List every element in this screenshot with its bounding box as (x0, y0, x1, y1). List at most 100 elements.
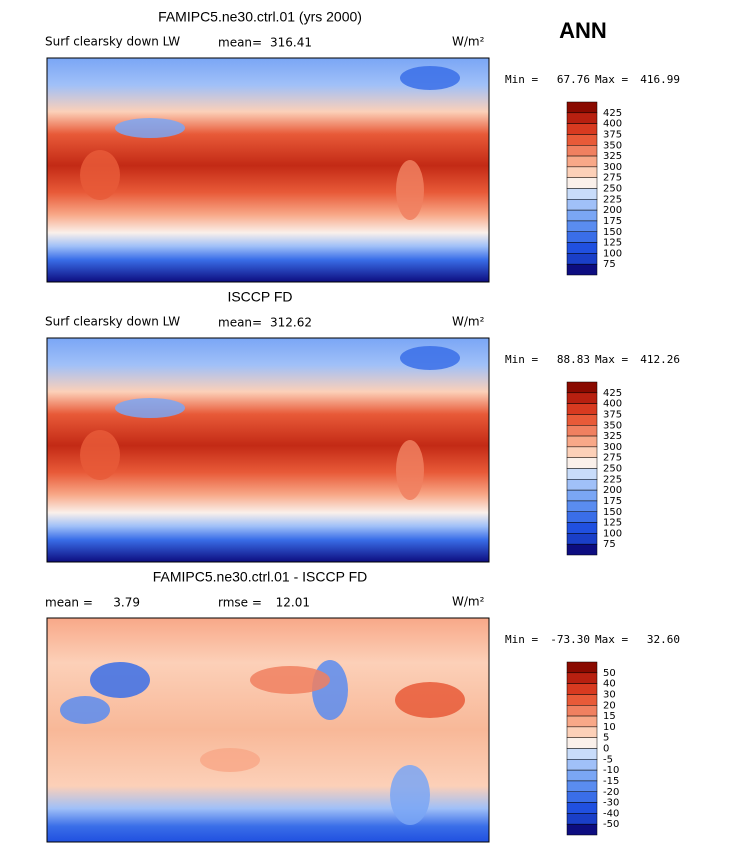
map-feature (115, 398, 185, 418)
max-value: 416.99 (640, 73, 680, 86)
colorbar-label: 75 (603, 259, 616, 270)
colorbar-label: 225 (603, 194, 622, 205)
colorbar-box (566, 705, 598, 717)
max-label: Max = (595, 73, 628, 86)
stat-label: rmse = (218, 596, 262, 610)
map (46, 617, 490, 843)
map-feature (250, 666, 330, 694)
season: ANN (559, 18, 607, 43)
colorbar-box (566, 446, 598, 458)
colorbar-box (566, 672, 598, 684)
stat-label: mean= (218, 316, 262, 330)
units: W/m² (452, 315, 485, 329)
colorbar-box (566, 769, 598, 782)
colorbar-box (566, 112, 598, 124)
colorbar-box (566, 220, 598, 232)
colorbar-label: -20 (603, 787, 619, 798)
units: W/m² (452, 595, 485, 609)
colorbar-label: 350 (603, 140, 622, 151)
max-value: 412.26 (640, 353, 680, 366)
colorbar-label: -15 (603, 776, 619, 787)
map-feature (396, 440, 424, 500)
colorbar-box (566, 101, 598, 114)
stat-value: 12.01 (276, 596, 310, 610)
colorbar-box (566, 694, 598, 706)
colorbar-box (566, 500, 598, 512)
min-value: -73.30 (550, 633, 590, 646)
colorbar-box (566, 802, 598, 814)
colorbar-label: 325 (603, 151, 622, 162)
colorbar-box (566, 737, 598, 749)
colorbar-label: 425 (603, 108, 622, 119)
colorbar-label: 100 (603, 528, 622, 539)
colorbar-box (566, 522, 598, 534)
map-feature (390, 765, 430, 825)
colorbar-box (566, 479, 598, 491)
colorbar-box (566, 123, 598, 135)
colorbar-label: 20 (603, 700, 616, 711)
min-label: Min = (505, 73, 538, 86)
colorbar-box (566, 166, 598, 178)
colorbar-label: 375 (603, 409, 622, 420)
colorbar-box (566, 715, 598, 728)
colorbar-box (566, 209, 598, 222)
colorbar-box (566, 511, 598, 523)
colorbar-label: -30 (603, 798, 619, 809)
max-value: 32.60 (647, 633, 680, 646)
colorbar-label: 150 (603, 227, 622, 238)
colorbar-label: -5 (603, 754, 613, 765)
panel-title: FAMIPC5.ne30.ctrl.01 - ISCCP FD (153, 569, 367, 585)
colorbar-box (566, 489, 598, 502)
map-feature (80, 430, 120, 480)
colorbar-box (566, 381, 598, 394)
colorbar-box (566, 791, 598, 803)
colorbar-label: 200 (603, 205, 622, 216)
colorbar-label: 100 (603, 248, 622, 259)
colorbar-box (566, 155, 598, 168)
colorbar-label: 175 (603, 216, 622, 227)
colorbar-box (566, 253, 598, 265)
colorbar-box (566, 231, 598, 243)
colorbar-label: 400 (603, 399, 622, 410)
stat-value: 3.79 (113, 596, 140, 610)
map-feature (396, 160, 424, 220)
colorbar-box (566, 813, 598, 825)
stat-value: 316.41 (270, 36, 312, 50)
colorbar-label: 15 (603, 711, 616, 722)
max-label: Max = (595, 353, 628, 366)
colorbar-box (566, 457, 598, 469)
colorbar-label: 350 (603, 420, 622, 431)
map-feature (200, 748, 260, 772)
colorbar-label: 5 (603, 733, 609, 744)
colorbar-label: 250 (603, 464, 622, 475)
colorbar-box (566, 780, 598, 792)
colorbar-label: -10 (603, 765, 619, 776)
colorbar-label: 225 (603, 474, 622, 485)
colorbar-box (566, 403, 598, 415)
colorbar-box (566, 823, 598, 836)
map-feature (90, 662, 150, 698)
colorbar-box (566, 177, 598, 189)
colorbar-box (566, 759, 598, 771)
colorbar-label: 50 (603, 668, 616, 679)
map-feature (400, 346, 460, 370)
colorbar-label: 75 (603, 539, 616, 550)
colorbar-box (566, 145, 598, 157)
colorbar-label: 300 (603, 442, 622, 453)
colorbar-label: 425 (603, 388, 622, 399)
colorbar-box (566, 188, 598, 200)
colorbar-box (566, 468, 598, 480)
colorbar-box (566, 748, 598, 760)
units: W/m² (452, 35, 485, 49)
colorbar-box (566, 425, 598, 437)
colorbar-box (566, 726, 598, 738)
colorbar-label: 0 (603, 744, 609, 755)
colorbar-label: 275 (603, 173, 622, 184)
colorbar-label: 300 (603, 162, 622, 173)
colorbar-box (566, 533, 598, 545)
colorbar-box (566, 392, 598, 404)
colorbar-box (566, 661, 598, 674)
colorbar-label: 30 (603, 689, 616, 700)
colorbar-label: 40 (603, 679, 616, 690)
